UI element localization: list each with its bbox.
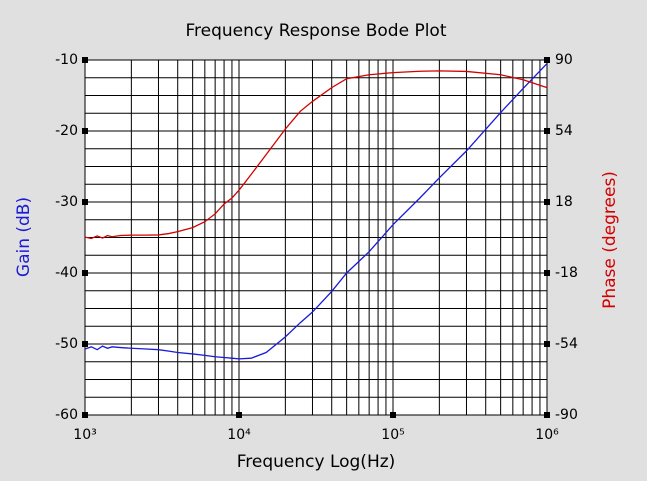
y-tick-label: -10 — [55, 52, 78, 68]
y2-axis-label: Phase (degrees) — [600, 171, 620, 309]
y2-tick-label: 90 — [555, 52, 573, 68]
y-tick-label: -30 — [55, 194, 78, 210]
y-tick-label: -40 — [55, 265, 78, 281]
line-series — [84, 63, 548, 360]
y2-tick-label: -90 — [555, 407, 578, 423]
x-tick-label: 10⁴ — [227, 427, 251, 443]
y2-tick-label: 54 — [555, 123, 573, 139]
line-series — [84, 70, 548, 240]
y-tick-label: -60 — [55, 407, 78, 423]
x-axis-label: Frequency Log(Hz) — [237, 452, 396, 472]
x-tick-label: 10³ — [73, 427, 96, 443]
y-tick-label: -50 — [55, 336, 78, 352]
chart-title: Frequency Response Bode Plot — [185, 21, 446, 41]
y-axis-label: Gain (dB) — [14, 197, 34, 277]
x-tick-label: 10⁵ — [381, 427, 404, 443]
y2-tick-label: -54 — [555, 336, 578, 352]
y2-tick-label: 18 — [555, 194, 573, 210]
y2-tick-label: -18 — [555, 265, 578, 281]
y-tick-label: -20 — [55, 123, 78, 139]
x-tick-label: 10⁶ — [535, 427, 559, 443]
